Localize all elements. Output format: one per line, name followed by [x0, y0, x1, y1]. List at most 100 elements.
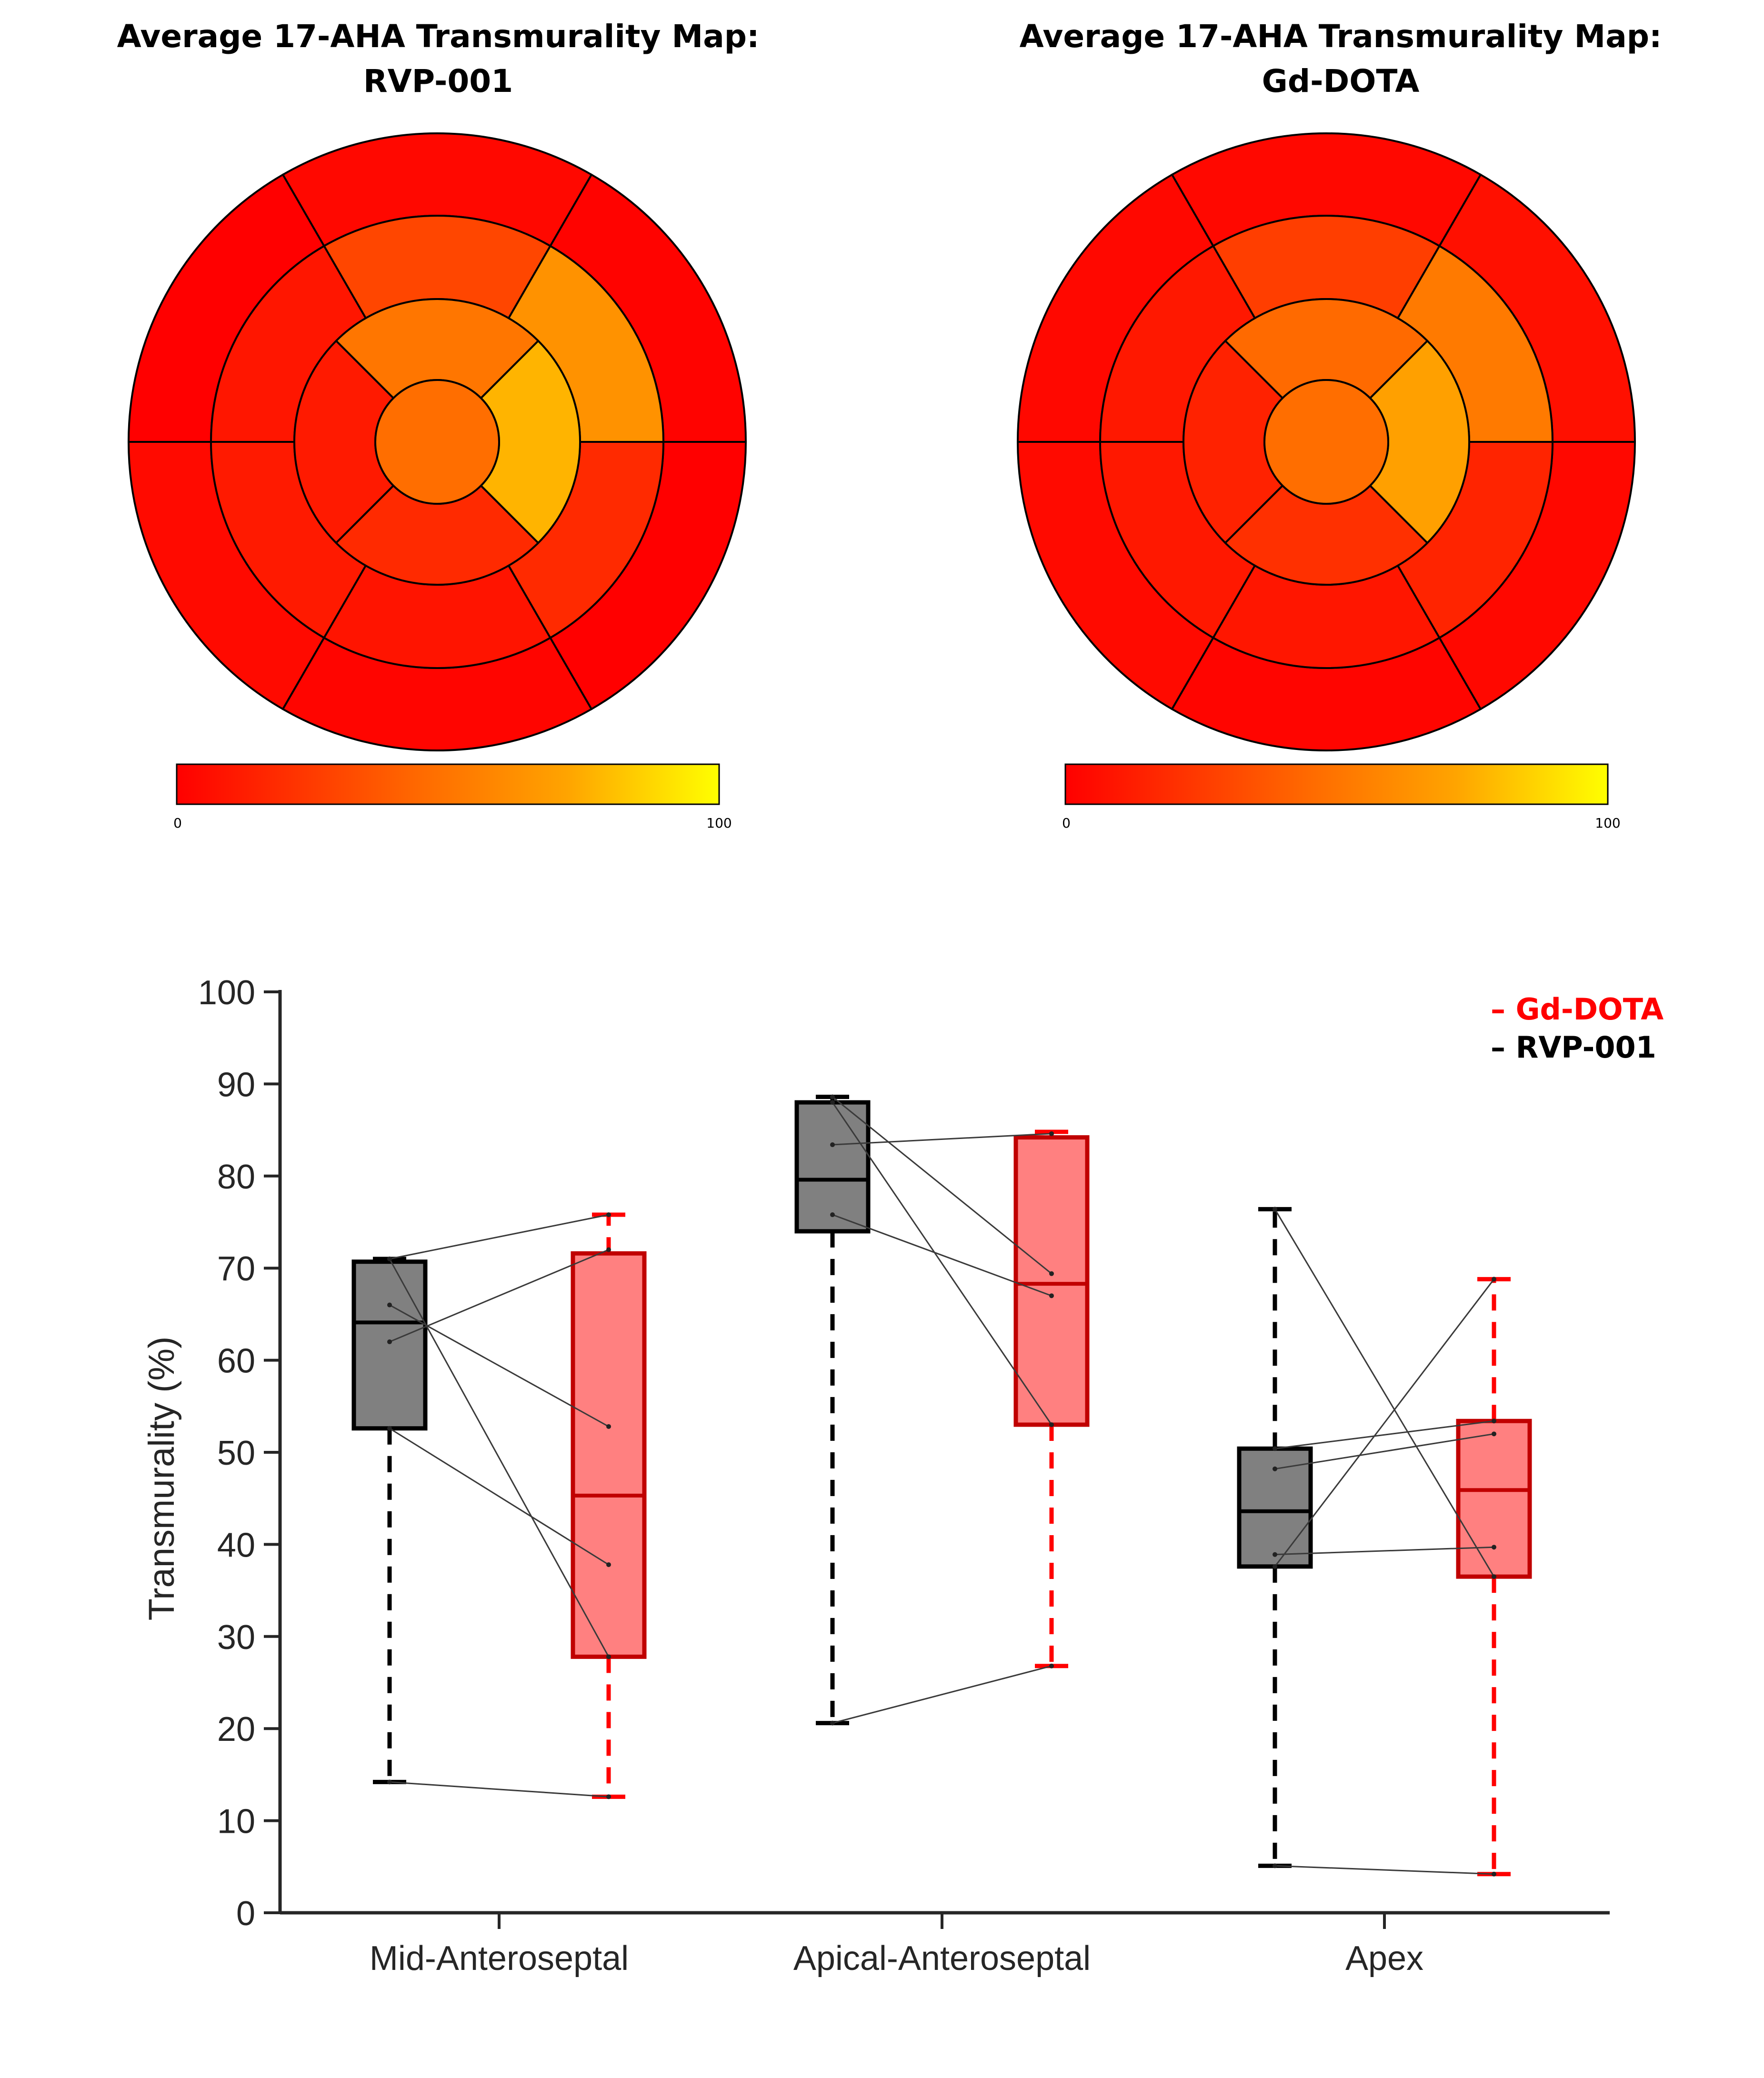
map-title-line2: RVP-001 — [363, 63, 513, 100]
paired-point-gddota — [1049, 1131, 1054, 1136]
paired-line — [389, 1781, 609, 1798]
x-tick-label: Mid-Anteroseptal — [370, 1939, 629, 1978]
series-rvp-001 — [351, 1094, 1313, 1868]
map-title-line1: Average 17-AHA Transmurality Map: — [1019, 18, 1662, 55]
y-tick-label: 0 — [236, 1895, 255, 1933]
paired-line — [389, 1249, 609, 1343]
y-tick-label: 50 — [217, 1434, 255, 1472]
colorbar-gddota: 0 100 — [1062, 763, 1621, 831]
paired-line — [389, 1259, 610, 1658]
paired-point-gddota — [606, 1562, 611, 1567]
paired-line — [389, 1428, 609, 1566]
paired-line — [1274, 1279, 1495, 1567]
paired-point-rvp001 — [387, 1339, 392, 1344]
y-tick-label: 70 — [217, 1250, 255, 1288]
box-iqr — [1456, 1419, 1532, 1579]
paired-point-gddota — [1492, 1277, 1496, 1282]
colorbar-gradient — [1064, 763, 1609, 805]
legend-entry-gd-dota: – Gd-DOTA — [1491, 992, 1664, 1027]
paired-point-gddota — [606, 1654, 611, 1659]
bullseye-maps: 0 100 0 100 — [127, 132, 1636, 831]
paired-point-rvp001 — [830, 1094, 835, 1099]
paired-point-gddota — [606, 1794, 611, 1799]
paired-point-gddota — [1492, 1419, 1496, 1424]
paired-line — [1274, 1433, 1494, 1470]
paired-line — [389, 1214, 609, 1260]
paired-lines — [387, 1094, 1496, 1877]
paired-point-gddota — [606, 1247, 611, 1252]
paired-point-gddota — [1492, 1871, 1496, 1877]
colorbar-min-label: 0 — [173, 815, 182, 831]
paired-point-rvp001 — [830, 1212, 835, 1218]
y-tick-label: 30 — [217, 1618, 255, 1657]
box-iqr — [1237, 1446, 1313, 1569]
box-apical-anteroseptal — [794, 1094, 871, 1726]
bullseye-map-gddota — [1016, 132, 1636, 751]
colorbar-max-label: 100 — [706, 815, 732, 831]
box-mid-anteroseptal — [351, 1257, 428, 1784]
paired-point-rvp001 — [1273, 1863, 1277, 1868]
map-title-line1: Average 17-AHA Transmurality Map: — [117, 18, 760, 55]
paired-line — [832, 1214, 1052, 1297]
map-title-rvp001: Average 17-AHA Transmurality Map: RVP-00… — [105, 14, 772, 104]
paired-point-gddota — [1049, 1663, 1054, 1668]
series-gd-dota — [571, 1129, 1532, 1877]
paired-point-gddota — [606, 1424, 611, 1429]
segment-apex — [1263, 379, 1389, 505]
paired-line — [832, 1096, 1052, 1274]
paired-line — [1274, 1420, 1494, 1449]
colorbar-max-label: 100 — [1595, 815, 1620, 831]
bullseye-map-rvp001 — [127, 132, 747, 751]
paired-point-rvp001 — [1273, 1564, 1277, 1569]
y-tick-label: 90 — [217, 1066, 255, 1104]
paired-point-rvp001 — [1273, 1446, 1277, 1451]
box-plot-data — [351, 1094, 1532, 1877]
box-mid-anteroseptal — [571, 1212, 647, 1799]
paired-point-rvp001 — [830, 1100, 835, 1105]
box-apex — [1237, 1207, 1313, 1868]
paired-line — [832, 1102, 1052, 1425]
colorbar-rvp001: 0 100 — [173, 763, 732, 831]
paired-point-rvp001 — [387, 1302, 392, 1308]
paired-point-gddota — [1049, 1422, 1054, 1427]
paired-point-rvp001 — [387, 1779, 392, 1785]
paired-point-rvp001 — [1273, 1552, 1277, 1557]
y-tick-label: 60 — [217, 1342, 255, 1380]
x-tick-label: Apex — [1345, 1939, 1423, 1978]
paired-point-gddota — [606, 1212, 611, 1218]
paired-point-rvp001 — [387, 1256, 392, 1261]
paired-point-rvp001 — [830, 1142, 835, 1148]
y-tick-label: 100 — [198, 974, 255, 1012]
chart-legend: – Gd-DOTA – RVP-001 — [1491, 990, 1664, 1067]
paired-point-gddota — [1492, 1431, 1496, 1437]
paired-point-rvp001 — [387, 1256, 392, 1261]
y-tick-label: 10 — [217, 1803, 255, 1841]
box-apex — [1456, 1277, 1532, 1877]
paired-line — [1274, 1865, 1494, 1875]
y-tick-label: 20 — [217, 1710, 255, 1748]
box-iqr — [571, 1251, 647, 1659]
box-iqr — [1013, 1135, 1090, 1427]
paired-line — [389, 1304, 609, 1428]
colorbar-min-label: 0 — [1062, 815, 1071, 831]
y-tick-label: 80 — [217, 1158, 255, 1196]
y-axis-label: Transmurality (%) — [141, 1337, 182, 1621]
map-title-gddota: Average 17-AHA Transmurality Map: Gd-DOT… — [1007, 14, 1674, 104]
paired-point-rvp001 — [387, 1426, 392, 1431]
colorbar-gradient — [176, 763, 720, 805]
legend-entry-rvp-001: – RVP-001 — [1491, 1030, 1656, 1065]
paired-line — [832, 1665, 1052, 1724]
paired-point-gddota — [1049, 1293, 1054, 1299]
paired-point-rvp001 — [1273, 1466, 1277, 1471]
paired-point-gddota — [1492, 1545, 1496, 1550]
paired-line — [832, 1133, 1052, 1146]
box-plot-axes: 0 10 20 30 40 50 60 70 80 90 100 Mid-Anteroseptal Ap… — [198, 974, 1610, 1978]
box-iqr — [794, 1100, 871, 1234]
x-tick-label: Apical-Anteroseptal — [793, 1939, 1091, 1978]
paired-point-gddota — [1049, 1271, 1054, 1276]
paired-point-gddota — [1492, 1574, 1496, 1579]
paired-point-rvp001 — [830, 1720, 835, 1726]
paired-line — [1274, 1546, 1494, 1556]
y-tick-label: 40 — [217, 1526, 255, 1564]
box-apical-anteroseptal — [1013, 1129, 1090, 1668]
